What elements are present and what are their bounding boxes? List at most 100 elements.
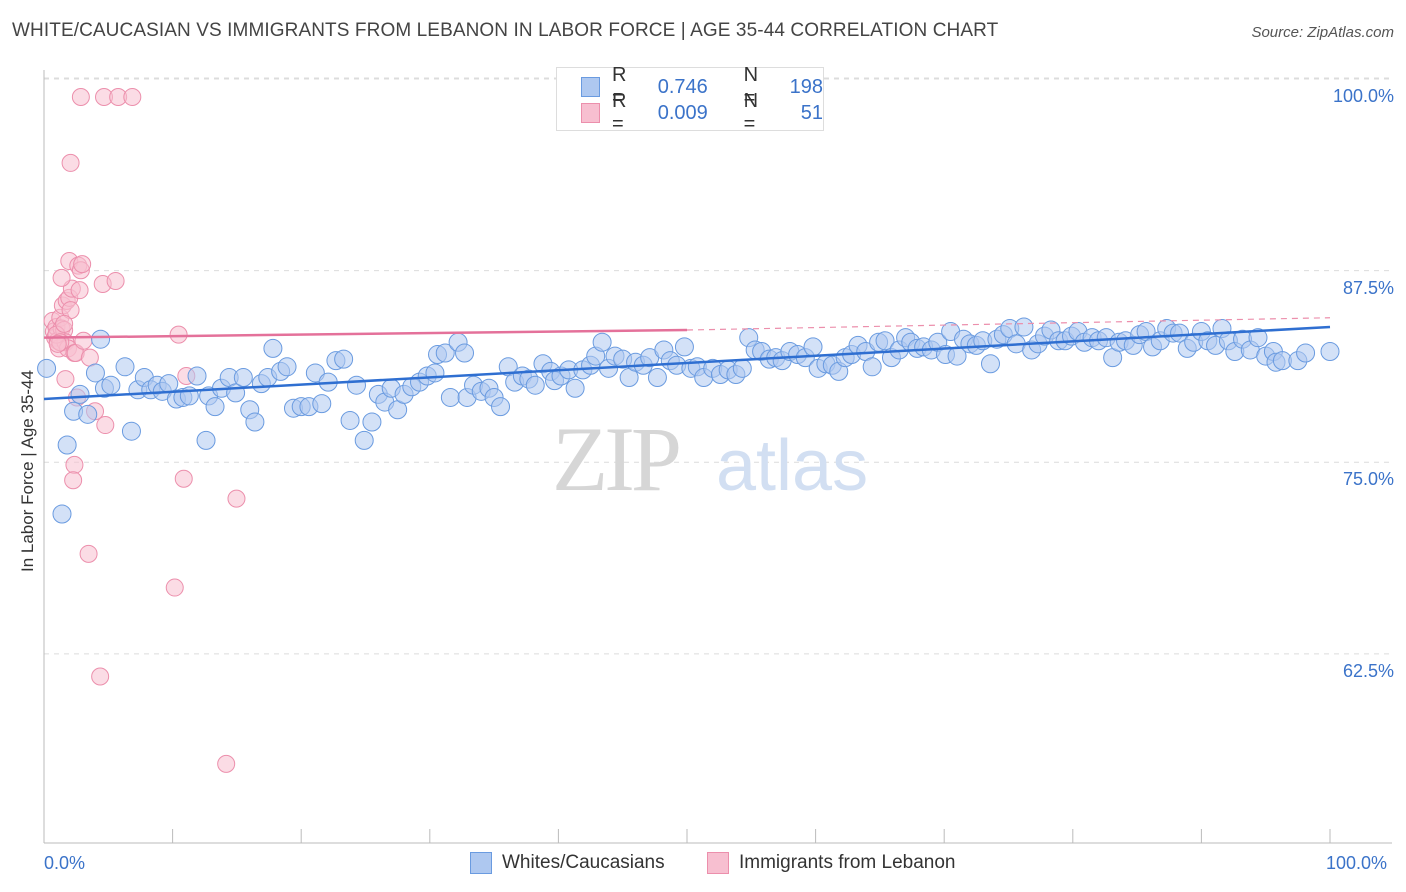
lebanon-point: [91, 667, 110, 686]
lebanon-point: [174, 469, 193, 488]
whites-point: [115, 357, 135, 377]
bottom-legend-label: Immigrants from Lebanon: [739, 852, 956, 873]
whites-point: [1320, 341, 1340, 361]
whites-point: [362, 412, 382, 432]
lebanon-point: [64, 471, 83, 490]
lebanon-trend-line: [43, 328, 688, 339]
lebanon-point: [123, 88, 142, 106]
watermark-atlas: atlas: [716, 426, 868, 506]
whites-point: [78, 404, 98, 424]
whites-point: [340, 410, 360, 430]
lebanon-points: [43, 88, 246, 773]
legend-r-value: 0.009: [657, 101, 708, 124]
whites-point: [121, 421, 141, 441]
legend-row-whites: R = 0.746 N = 198: [581, 64, 823, 109]
whites-point: [565, 378, 585, 398]
whites-point: [455, 343, 475, 363]
axes: [43, 70, 1392, 844]
whites-point: [425, 363, 445, 383]
lebanon-point: [52, 268, 71, 287]
whites-point: [440, 387, 460, 407]
whites-trend-line: [43, 325, 1331, 401]
whites-point: [525, 375, 545, 395]
whites-point: [1014, 317, 1034, 337]
legend-r-label: R =: [611, 64, 627, 109]
whites-point: [263, 338, 283, 358]
whites-point: [245, 412, 265, 432]
whites-point: [732, 358, 752, 378]
chart-title: WHITE/CAUCASIAN VS IMMIGRANTS FROM LEBAN…: [12, 20, 999, 41]
whites-point: [435, 343, 455, 363]
whites-point: [57, 435, 77, 455]
x-tick-label-min: 0.0%: [44, 853, 86, 873]
lebanon-point: [71, 88, 90, 106]
lebanon-point: [169, 325, 188, 344]
lebanon-point: [96, 416, 115, 435]
whites-point: [354, 430, 374, 450]
lebanon-point: [70, 281, 89, 300]
whites-point: [85, 363, 105, 383]
whites-point: [205, 397, 225, 417]
whites-point: [1296, 343, 1316, 363]
whites-point: [334, 349, 354, 369]
lebanon-point: [56, 370, 75, 389]
whites-point: [91, 329, 111, 349]
stats-legend: R = 0.746 N = 198 R = 0.009 N = 51: [556, 64, 824, 135]
lebanon-point: [55, 314, 74, 333]
legend-r-value: 0.746: [657, 75, 708, 98]
source-label: Source: ZipAtlas.com: [1251, 24, 1394, 41]
lebanon-point: [165, 578, 184, 597]
legend-n-value: 198: [789, 75, 823, 98]
y-tick-label: 87.5%: [1342, 277, 1394, 298]
legend-swatch-pink: [581, 103, 600, 123]
whites-point: [1248, 328, 1268, 348]
whites-point: [52, 504, 72, 524]
lebanon-point: [79, 544, 98, 563]
whites-point: [233, 368, 253, 388]
y-tick-label: 62.5%: [1342, 660, 1394, 681]
whites-point: [803, 337, 823, 357]
y-tick-label: 100.0%: [1332, 86, 1394, 106]
legend-n-value: 51: [800, 101, 823, 124]
x-tick-label-max: 100.0%: [1326, 853, 1388, 873]
whites-point: [196, 430, 216, 450]
lebanon-trend-extension: [686, 317, 1331, 331]
bottom-legend-swatch-blue: [470, 852, 492, 874]
legend-row-lebanon: R = 0.009 N = 51: [581, 90, 823, 135]
whites-point: [674, 337, 694, 357]
legend-n-label: N =: [743, 90, 759, 135]
lebanon-point: [61, 153, 80, 172]
whites-point: [862, 357, 882, 377]
bottom-legend-swatch-pink: [707, 852, 729, 874]
whites-point: [346, 375, 366, 395]
whites-point: [70, 384, 90, 404]
whites-point: [592, 332, 612, 352]
bottom-legend-lebanon: Immigrants from Lebanon: [707, 852, 956, 874]
whites-point: [312, 394, 332, 414]
whites-point: [875, 331, 895, 351]
lebanon-point: [227, 489, 246, 508]
whites-point: [491, 397, 511, 417]
whites-point: [277, 357, 297, 377]
legend-r-label: R =: [611, 90, 627, 135]
whites-point: [1170, 323, 1190, 343]
whites-point: [187, 366, 207, 386]
bottom-legend-label: Whites/Caucasians: [502, 852, 665, 873]
watermark-zip: ZIP: [552, 408, 679, 510]
whites-point: [101, 375, 121, 395]
bottom-legend-whites: Whites/Caucasians: [470, 852, 665, 874]
y-tick-label: 75.0%: [1342, 469, 1394, 490]
lebanon-point: [106, 271, 125, 290]
watermark: ZIP atlas: [552, 408, 868, 510]
whites-point: [647, 368, 667, 388]
legend-swatch-blue: [581, 77, 600, 97]
whites-point: [305, 363, 325, 383]
whites-point: [37, 358, 57, 378]
lebanon-point: [73, 255, 92, 274]
trend-lines: [43, 317, 1331, 401]
whites-point: [980, 354, 1000, 374]
lebanon-point: [65, 455, 84, 474]
lebanon-point: [217, 754, 236, 773]
legend-n-label: N =: [743, 64, 759, 109]
